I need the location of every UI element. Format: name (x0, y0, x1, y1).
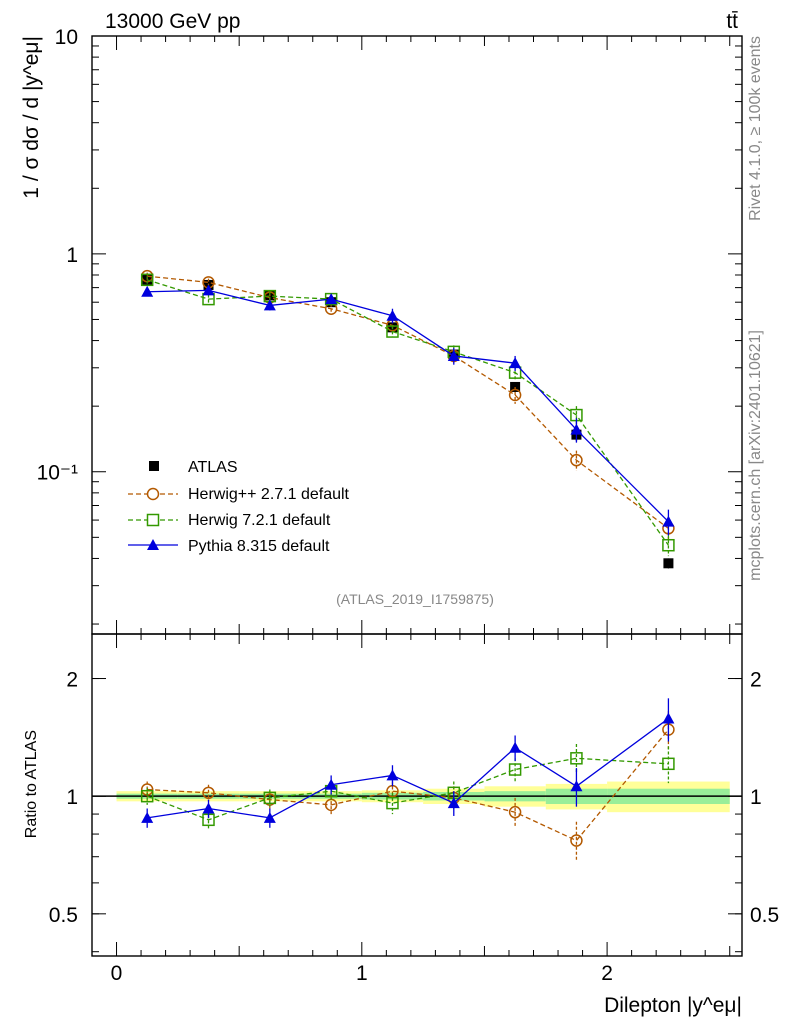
legend-herwigpp-label: Herwig++ 2.7.1 default (188, 486, 350, 503)
data-point-pythia-8-315-default (325, 293, 338, 305)
ratio-panel: 2 2 1 1 0.5 0.5 0 1 2 (49, 633, 779, 985)
x-tick-label: 1 (356, 962, 368, 985)
y-tick-label: 1 (66, 244, 78, 267)
x-axis-label: Dilepton |y^eμ| (604, 994, 742, 1017)
legend-herwig7-label: Herwig 7.2.1 default (188, 512, 331, 529)
data-point-pythia-8-315-default (570, 780, 583, 792)
legend-herwig7-marker (146, 513, 160, 527)
legend-pythia-marker (147, 539, 159, 550)
data-point-herwig-2-7-1-default (508, 805, 522, 819)
data-point-pythia-8-315-default (325, 778, 338, 790)
series-line-herwig-2-7-1-default (147, 729, 669, 842)
data-point-herwig-7-2-1-default (140, 789, 154, 803)
data-point-pythia-8-315-default (202, 802, 215, 814)
data-point-pythia-8-315-default (447, 797, 460, 809)
y-tick-label-right: 2 (750, 669, 762, 692)
data-point-herwig-7-2-1-default (662, 538, 675, 552)
x-tick-label: 0 (111, 962, 123, 985)
mcplots-label: mcplots.cern.ch [arXiv:2401.10621] (747, 330, 764, 581)
data-point-herwig-2-7-1-default (508, 388, 522, 402)
data-point-pythia-8-315-default (263, 299, 276, 311)
y-tick-label: 10 (55, 26, 78, 49)
rivet-version-label: Rivet 4.1.0, ≥ 100k events (747, 36, 764, 221)
y-tick-label: 1 (66, 786, 78, 809)
data-point-pythia-8-315-default (662, 515, 675, 527)
legend: ATLAS Herwig++ 2.7.1 default Herwig 7.2.… (128, 459, 350, 555)
process-label: tt̄ (726, 10, 738, 33)
data-point-pythia-8-315-default (141, 811, 154, 823)
y-tick-label: 10⁻¹ (37, 462, 78, 485)
legend-item-atlas: ATLAS (149, 459, 238, 476)
data-point-pythia-8-315-default (202, 284, 215, 296)
legend-atlas-label: ATLAS (188, 459, 238, 476)
y-tick-label-right: 0.5 (750, 904, 779, 927)
ratio-frame (91, 633, 743, 957)
data-point-atlas (663, 558, 674, 569)
data-point-herwig-2-7-1-default (202, 786, 215, 800)
data-point-pythia-8-315-default (570, 423, 583, 435)
legend-item-herwigpp: Herwig++ 2.7.1 default (128, 486, 350, 503)
data-point-herwig-7-2-1-default (140, 273, 154, 287)
series-line-herwig-7-2-1-default (146, 279, 669, 546)
data-point-pythia-8-315-default (447, 349, 460, 361)
data-point-pythia-8-315-default (386, 309, 399, 321)
data-point-herwig-2-7-1-default (570, 834, 583, 847)
data-point-pythia-8-315-default (386, 769, 399, 781)
x-tick-label: 2 (601, 962, 613, 985)
y-tick-label: 0.5 (49, 904, 78, 927)
data-point-pythia-8-315-default (509, 741, 522, 753)
data-point-herwig-2-7-1-default (570, 453, 583, 467)
series-line-herwig-7-2-1-default (146, 757, 669, 821)
data-point-pythia-8-315-default (509, 357, 522, 369)
data-point-herwig-7-2-1-default (662, 757, 675, 771)
legend-atlas-marker (149, 461, 159, 471)
main-y-axis-label: 1 / σ dσ / d |y^eμ| (20, 36, 43, 199)
y-tick-label-right: 1 (750, 786, 762, 809)
data-point-herwig-7-2-1-default (263, 791, 277, 805)
data-point-pythia-8-315-default (263, 811, 276, 823)
data-point-herwig-7-2-1-default (386, 325, 399, 338)
legend-herwigpp-marker (146, 487, 160, 501)
data-point-pythia-8-315-default (662, 712, 675, 724)
energy-label: 13000 GeV pp (105, 10, 240, 33)
data-point-herwig-7-2-1-default (386, 796, 399, 810)
data-point-herwig-7-2-1-default (570, 752, 583, 765)
data-point-pythia-8-315-default (141, 285, 154, 297)
legend-pythia-label: Pythia 8.315 default (188, 538, 330, 555)
ratio-y-axis-label: Ratio to ATLAS (23, 730, 40, 838)
y-tick-label: 2 (66, 669, 78, 692)
main-panel: 10 1 10⁻¹ (37, 26, 743, 635)
legend-item-herwig7: Herwig 7.2.1 default (128, 512, 331, 529)
analysis-id-label: (ATLAS_2019_I1759875) (336, 591, 494, 607)
data-point-herwig-7-2-1-default (508, 763, 522, 776)
legend-item-pythia: Pythia 8.315 default (128, 538, 330, 555)
